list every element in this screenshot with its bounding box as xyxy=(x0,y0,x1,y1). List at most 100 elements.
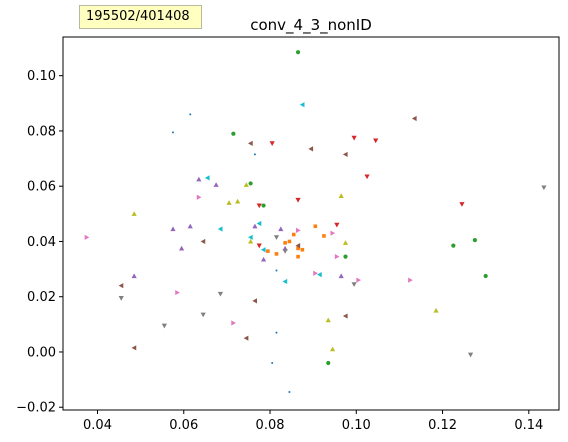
x-tick-label: 0.14 xyxy=(514,418,543,433)
scatter-point xyxy=(131,211,137,216)
scatter-point xyxy=(252,298,258,304)
scatter-point xyxy=(299,102,305,108)
scatter-point xyxy=(338,273,344,279)
scatter-point xyxy=(131,345,137,351)
overlay-label: 195502/401408 xyxy=(79,5,202,29)
y-tick-label: 0.10 xyxy=(27,69,56,84)
scatter-point xyxy=(231,320,236,326)
scatter-point xyxy=(322,234,326,238)
scatter-point xyxy=(295,197,301,203)
plot-frame xyxy=(62,36,560,411)
scatter-point xyxy=(356,277,362,283)
scatter-point xyxy=(296,246,300,251)
scatter-point xyxy=(451,243,456,248)
scatter-point xyxy=(252,223,258,229)
scatter-point xyxy=(467,352,474,358)
scatter-point xyxy=(217,291,224,297)
scatter-point xyxy=(351,135,357,141)
scatter-point xyxy=(343,254,348,259)
scatter-point xyxy=(261,203,266,208)
scatter-point xyxy=(256,220,262,227)
y-tick-label: 0.06 xyxy=(27,180,56,195)
scatter-point xyxy=(118,296,124,301)
scatter-point xyxy=(253,153,256,156)
scatter-point xyxy=(342,313,348,319)
scatter-point xyxy=(196,194,202,200)
scatter-point xyxy=(217,226,223,232)
chart-title: conv_4_3_nonID xyxy=(250,16,372,35)
scatter-point xyxy=(200,238,206,245)
y-tick-label: 0.08 xyxy=(27,124,56,139)
scatter-point xyxy=(213,182,219,187)
scatter-point xyxy=(200,312,206,318)
scatter-point xyxy=(275,331,278,334)
scatter-point xyxy=(296,254,300,259)
y-tick-label: 0.04 xyxy=(27,235,56,250)
scatter-point xyxy=(313,270,318,276)
scatter-point xyxy=(373,138,379,144)
scatter-point xyxy=(226,200,232,205)
scatter-point xyxy=(248,234,253,240)
y-tick-label: −0.02 xyxy=(16,401,56,416)
scatter-point xyxy=(170,226,176,232)
scatter-point xyxy=(351,282,357,287)
scatter-point xyxy=(411,115,417,122)
scatter-point xyxy=(204,175,210,181)
scatter-point xyxy=(84,234,90,240)
scatter-point xyxy=(326,360,331,366)
scatter-point xyxy=(118,283,124,289)
scatter-point xyxy=(295,227,301,234)
x-tick-label: 0.10 xyxy=(342,418,371,433)
scatter-point xyxy=(235,198,241,204)
scatter-point xyxy=(248,238,254,244)
scatter-point xyxy=(282,278,288,285)
scatter-point xyxy=(189,113,192,116)
scatter-point xyxy=(187,223,193,229)
scatter-point xyxy=(313,224,318,229)
x-tick-label: 0.12 xyxy=(428,418,457,433)
scatter-point xyxy=(329,346,336,352)
scatter-point xyxy=(266,249,270,253)
scatter-point xyxy=(291,232,296,237)
scatter-point xyxy=(256,243,262,249)
scatter-point xyxy=(231,131,236,136)
scatter-point xyxy=(248,181,253,186)
scatter-point xyxy=(271,362,274,365)
x-tick-label: 0.06 xyxy=(169,418,198,433)
scatter-point xyxy=(472,237,477,243)
scatter-point xyxy=(278,226,284,232)
scatter-point xyxy=(273,235,280,240)
scatter-point xyxy=(334,254,340,260)
scatter-point xyxy=(308,146,314,152)
x-tick-label: 0.04 xyxy=(83,418,112,433)
scatter-point xyxy=(196,176,202,182)
scatter-point xyxy=(161,323,167,329)
scatter-point xyxy=(364,174,370,180)
scatter-point xyxy=(282,249,288,254)
scatter-point xyxy=(342,240,349,245)
scatter-point xyxy=(338,193,344,198)
scatter-point xyxy=(131,273,137,279)
scatter-point xyxy=(179,245,185,251)
scatter-point xyxy=(243,335,249,341)
scatter-point xyxy=(330,230,336,236)
scatter-point xyxy=(243,182,249,187)
scatter-point xyxy=(175,289,180,296)
scatter-point xyxy=(274,252,279,256)
y-tick-label: 0.00 xyxy=(27,345,56,360)
scatter-point xyxy=(459,202,465,207)
scatter-point xyxy=(288,391,291,394)
plot-points xyxy=(84,50,547,394)
y-axis: −0.02 0.00 0.02 0.04 0.06 0.08 0.10 xyxy=(16,69,63,416)
scatter-point xyxy=(483,273,488,279)
scatter-point xyxy=(260,247,266,253)
scatter-point xyxy=(275,269,278,272)
scatter-point xyxy=(541,185,547,191)
scatter-point xyxy=(295,50,301,55)
scatter-point xyxy=(248,140,253,146)
scatter-point xyxy=(171,131,174,134)
scatter-point xyxy=(433,307,439,313)
y-tick-label: 0.02 xyxy=(27,290,56,305)
scatter-point xyxy=(283,241,287,245)
